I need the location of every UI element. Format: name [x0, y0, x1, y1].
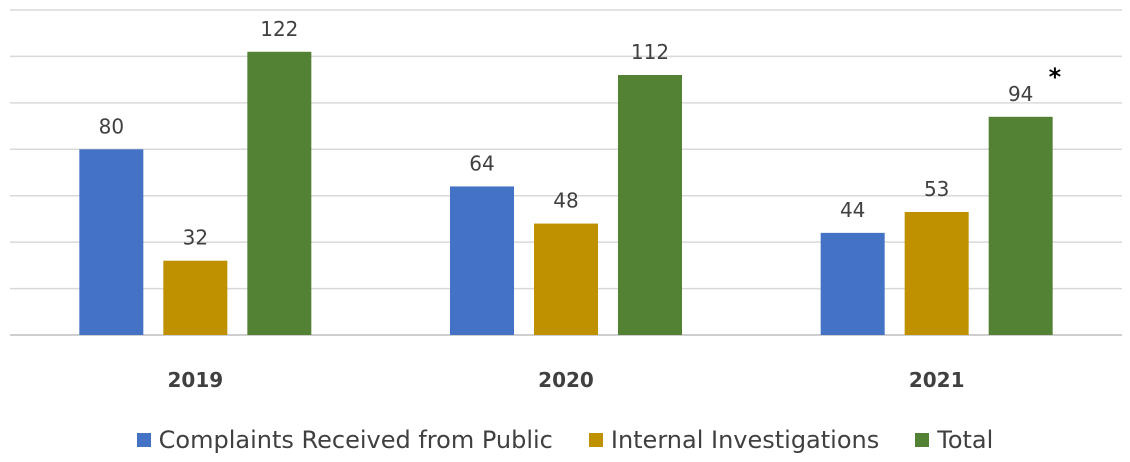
- data-label: 53: [924, 177, 949, 201]
- bar-2020-internal-investigations: [534, 223, 598, 335]
- legend-swatch: [915, 433, 930, 447]
- category-label: 2019: [167, 368, 223, 392]
- bar-2019-internal-investigations: [163, 260, 228, 335]
- bar-2019-complaints-received-from-public: [79, 149, 144, 335]
- bar-2020-complaints-received-from-public: [450, 186, 514, 335]
- annotations: *: [1049, 63, 1062, 91]
- legend-label: Complaints Received from Public: [158, 426, 553, 454]
- bar-2021-internal-investigations: [904, 211, 969, 335]
- data-label: 32: [183, 226, 208, 250]
- bar-2021-total: [988, 116, 1053, 336]
- legend-item: Total: [915, 426, 993, 454]
- data-label: 112: [631, 40, 669, 64]
- annotation-asterisk: *: [1049, 63, 1062, 91]
- data-label: 94: [1008, 82, 1033, 106]
- bar-2021-complaints-received-from-public: [820, 232, 885, 335]
- legend-label: Internal Investigations: [610, 426, 880, 454]
- data-label: 44: [840, 198, 865, 222]
- bar-chart: 80 32 122 64 48 112 44 53 94 2019 2020 2021 *: [10, 9, 1122, 392]
- category-label: 2020: [538, 368, 594, 392]
- data-label: 122: [260, 17, 298, 41]
- legend: Complaints Received from Public Internal …: [0, 422, 1130, 458]
- data-label: 80: [99, 114, 124, 138]
- bars: [79, 51, 1053, 336]
- data-label: 48: [553, 189, 578, 213]
- legend-label: Total: [937, 426, 994, 454]
- legend-item: Internal Investigations: [588, 426, 880, 454]
- legend-swatch: [588, 433, 603, 447]
- bar-2020-total: [618, 75, 682, 335]
- gridlines: [10, 9, 1122, 336]
- legend-swatch: [136, 433, 151, 447]
- category-label: 2021: [909, 368, 965, 392]
- data-labels: 80 32 122 64 48 112 44 53 94: [99, 17, 1034, 250]
- data-label: 64: [469, 151, 494, 175]
- bar-2019-total: [247, 51, 312, 336]
- category-labels: 2019 2020 2021: [167, 368, 964, 392]
- legend-item: Complaints Received from Public: [136, 426, 553, 454]
